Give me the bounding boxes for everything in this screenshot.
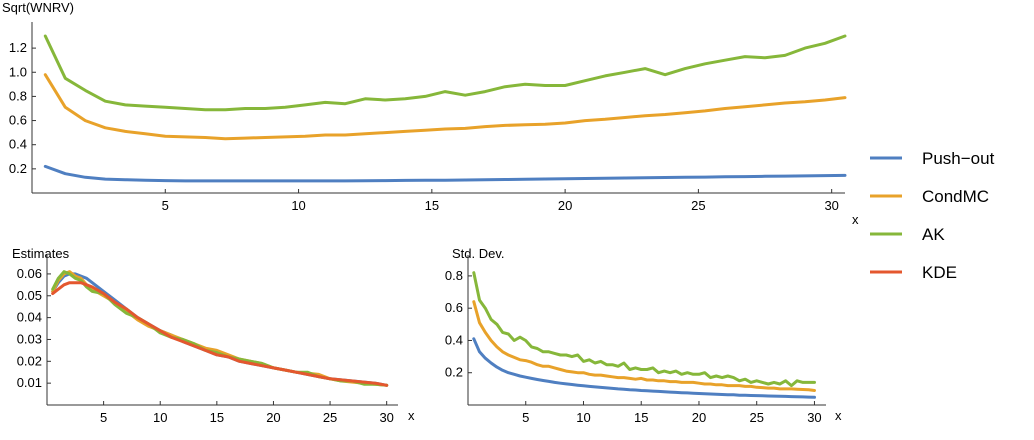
x-tick-label-estimates: 25: [323, 410, 337, 425]
series-pushout-stddev: [472, 337, 816, 399]
chart-sqrt-wnrv: Sqrt(WNRV) x 5 10 15 20 25 30 0.2 0.4 0.6 0.8 1.0 1…: [2, 0, 859, 227]
y-tick-label-estimates: 0.02: [17, 353, 42, 368]
xlabel-top: x: [852, 212, 859, 227]
x-tick-label-top: 30: [824, 198, 838, 213]
y-tick-label-top: 0.2: [9, 161, 27, 176]
x-tick-label-stddev: 5: [522, 410, 529, 425]
series-ak-estimates: [51, 270, 389, 387]
series-ak-top: [43, 34, 847, 112]
ylabel-estimates: Estimates: [12, 246, 70, 261]
series-condmc-estimates: [51, 270, 389, 387]
series-condmc-top: [43, 73, 847, 141]
x-tick-label-estimates: 10: [153, 410, 167, 425]
legend-label-condmc: CondMC: [922, 187, 989, 206]
x-tick-label-stddev: 20: [692, 410, 706, 425]
y-tick-label-top: 0.6: [9, 113, 27, 128]
x-tick-label-estimates: 15: [210, 410, 224, 425]
x-tick-label-estimates: 5: [100, 410, 107, 425]
x-tick-label-stddev: 10: [576, 410, 590, 425]
x-tick-label-top: 10: [291, 198, 305, 213]
legend-label-ak: AK: [922, 225, 945, 244]
x-tick-label-top: 20: [558, 198, 572, 213]
x-tick-label-top: 15: [425, 198, 439, 213]
y-tick-label-stddev: 0.4: [445, 332, 463, 347]
legend-label-pushout: Push−out: [922, 149, 995, 168]
legend-label-kde: KDE: [922, 263, 957, 282]
x-tick-label-estimates: 30: [379, 410, 393, 425]
y-tick-label-estimates: 0.01: [17, 375, 42, 390]
x-tick-label-stddev: 30: [807, 410, 821, 425]
y-tick-label-stddev: 0.6: [445, 300, 463, 315]
ylabel-sqrt-wnrv: Sqrt(WNRV): [2, 0, 74, 15]
series-pushout-estimates: [51, 272, 389, 387]
x-tick-label-stddev: 15: [634, 410, 648, 425]
x-tick-label-top: 5: [162, 198, 169, 213]
y-tick-label-estimates: 0.03: [17, 331, 42, 346]
legend: Push−out CondMC AK KDE: [870, 149, 995, 282]
y-tick-label-estimates: 0.05: [17, 288, 42, 303]
xlabel-estimates: x: [408, 408, 415, 423]
xlabel-std-dev: x: [835, 408, 842, 423]
series-condmc-stddev: [472, 300, 816, 392]
y-tick-label-stddev: 0.2: [445, 365, 463, 380]
x-tick-label-estimates: 20: [266, 410, 280, 425]
x-tick-label-top: 25: [691, 198, 705, 213]
series-pushout-top: [43, 164, 847, 183]
series-ak-stddev: [472, 271, 816, 388]
y-tick-label-top: 1.2: [9, 40, 27, 55]
series-kde-estimates: [51, 281, 389, 387]
chart-estimates: Estimates x 5 10 15 20 25 30 0.01 0.02 0.03 0.04 0…: [12, 246, 415, 425]
x-tick-label-stddev: 25: [749, 410, 763, 425]
y-tick-label-top: 1.0: [9, 64, 27, 79]
y-tick-label-stddev: 0.8: [445, 268, 463, 283]
y-tick-label-top: 0.8: [9, 88, 27, 103]
y-tick-label-estimates: 0.04: [17, 310, 42, 325]
chart-std-dev: Std. Dev. x 5 10 15 20 25 30 0.2 0.4 0.6 0.8: [445, 246, 842, 425]
y-tick-label-top: 0.4: [9, 137, 27, 152]
y-tick-label-estimates: 0.06: [17, 266, 42, 281]
ylabel-std-dev: Std. Dev.: [452, 246, 505, 261]
